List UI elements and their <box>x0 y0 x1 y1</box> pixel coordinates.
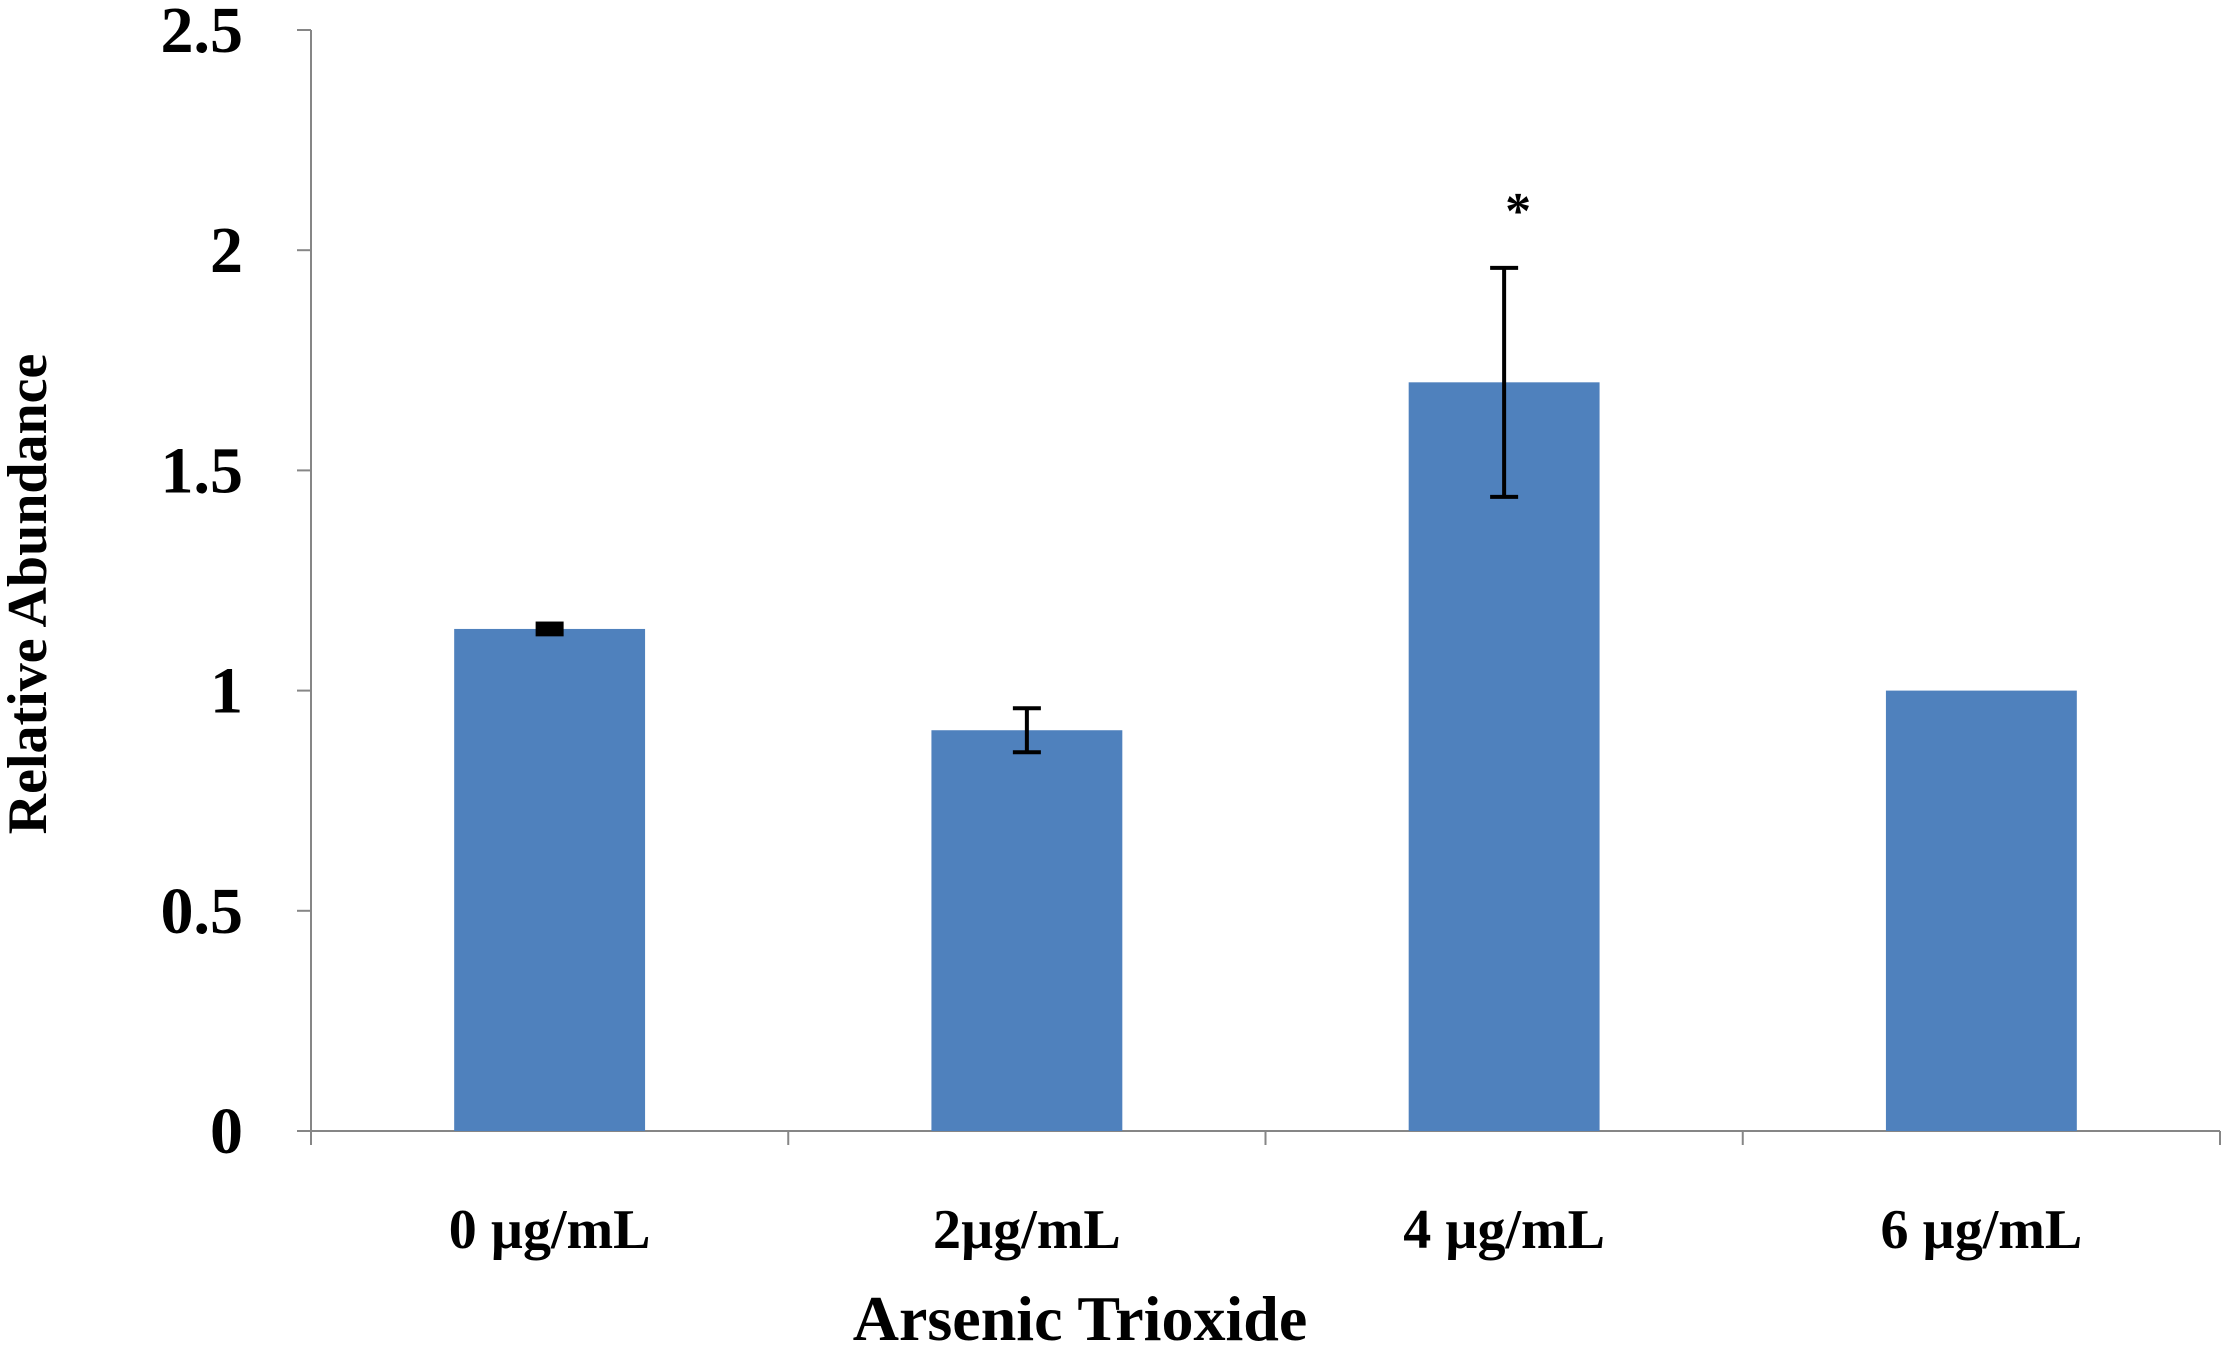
y-tick-label: 0 <box>210 1095 243 1168</box>
bar <box>454 628 646 1131</box>
bar <box>931 730 1123 1131</box>
annotations: * <box>1505 183 1531 240</box>
y-tick-label: 2.5 <box>161 0 244 67</box>
y-tick-label: 1 <box>210 655 243 728</box>
x-category-label: 0 µg/mL <box>449 1199 651 1261</box>
y-axis-title: Relative Abundance <box>0 354 59 835</box>
x-category-label: 6 µg/mL <box>1880 1199 2082 1261</box>
y-tick-label: 1.5 <box>161 434 244 507</box>
bars <box>454 382 2077 1131</box>
significance-marker: * <box>1505 183 1531 240</box>
x-axis-title: Arsenic Trioxide <box>853 1283 1307 1347</box>
y-tick-label: 2 <box>210 214 243 287</box>
bar <box>1885 690 2077 1131</box>
y-tick-label: 0.5 <box>161 875 244 948</box>
bar <box>1408 382 1600 1131</box>
x-axis: 0 µg/mL 2µg/mL 4 µg/mL 6 µg/mL <box>310 1130 2221 1261</box>
x-category-label: 2µg/mL <box>933 1199 1121 1261</box>
error-bar <box>535 621 564 637</box>
x-category-label: 4 µg/mL <box>1403 1199 1605 1261</box>
error-bars <box>535 265 1519 755</box>
y-axis: 0 0.5 1 1.5 2 2.5 <box>161 0 312 1168</box>
